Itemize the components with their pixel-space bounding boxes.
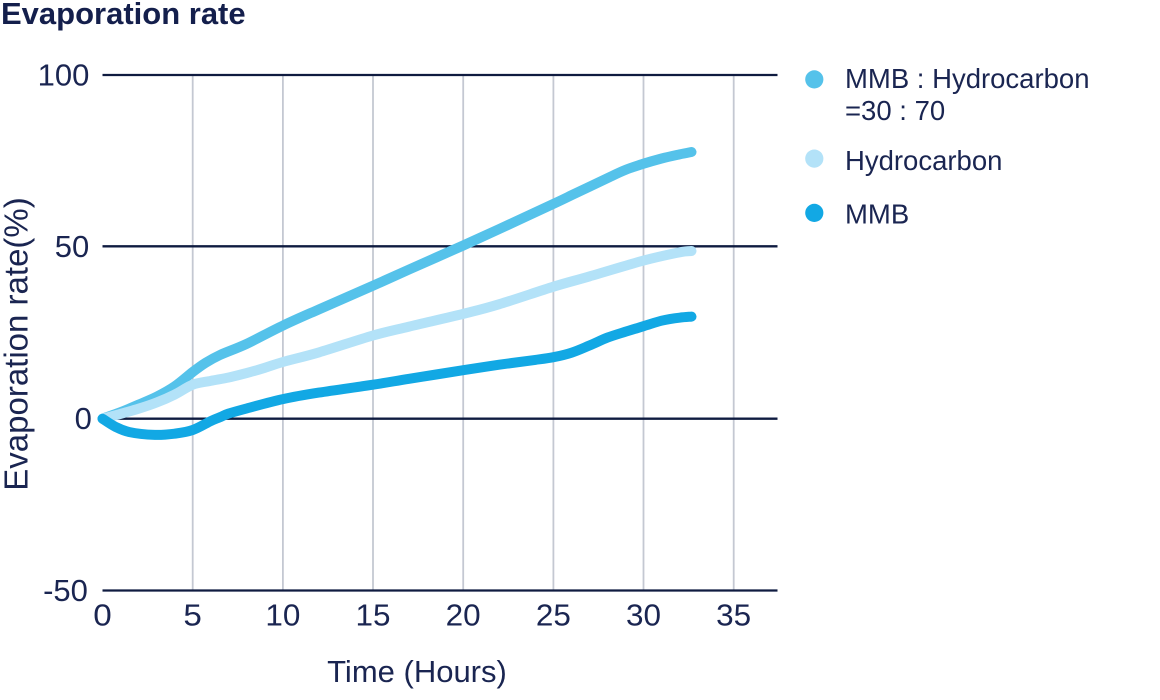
svg-text:20: 20 [446,598,481,633]
svg-text:MMB: MMB [845,199,909,230]
svg-text:=30 : 70: =30 : 70 [845,95,945,126]
svg-text:50: 50 [55,229,89,264]
svg-text:0: 0 [75,401,92,436]
svg-text:100: 100 [38,58,90,93]
svg-text:10: 10 [265,598,300,633]
svg-text:25: 25 [536,598,571,633]
svg-text:15: 15 [356,598,391,633]
svg-text:Evaporation rate(%): Evaporation rate(%) [0,197,35,490]
svg-text:Evaporation rate: Evaporation rate [1,0,246,31]
svg-text:30: 30 [626,598,661,633]
svg-text:0: 0 [93,598,112,633]
svg-text:Hydrocarbon: Hydrocarbon [845,145,1002,176]
svg-text:35: 35 [716,598,751,633]
svg-text:-50: -50 [43,573,88,608]
svg-text:5: 5 [183,598,202,633]
svg-text:Time (Hours): Time (Hours) [327,654,507,689]
svg-text:MMB : Hydrocarbon: MMB : Hydrocarbon [845,63,1090,94]
